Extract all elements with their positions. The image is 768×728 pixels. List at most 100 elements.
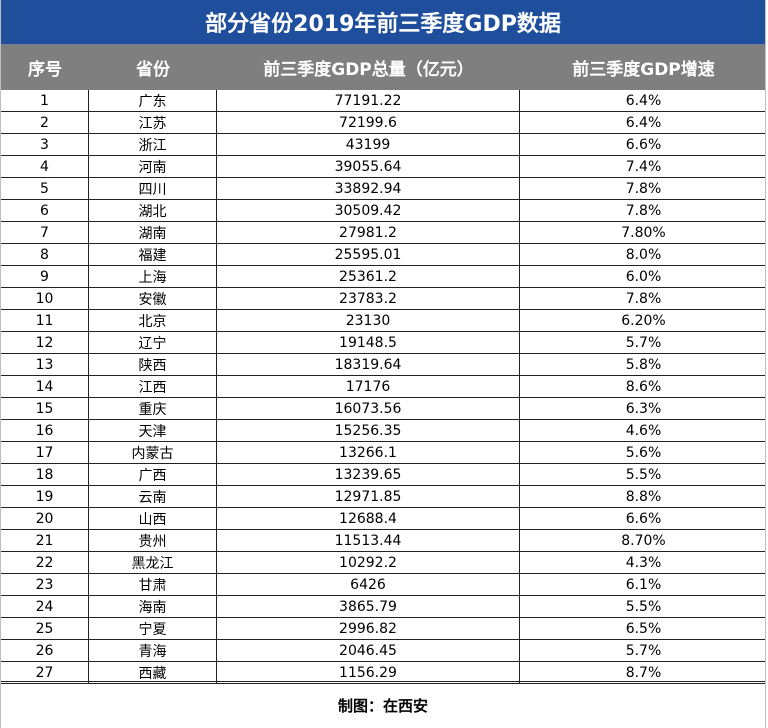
cell-index: 18 — [1, 464, 89, 485]
cell-gdp: 1156.29 — [217, 662, 520, 683]
cell-province: 黑龙江 — [89, 552, 217, 573]
cell-growth: 6.20% — [621, 312, 666, 329]
footer-credit: 制图：在西安 — [1, 681, 765, 728]
cell-gdp: 2996.82 — [217, 618, 520, 639]
cell-growth: 6.0% — [625, 268, 662, 285]
cell-index: 25 — [1, 618, 89, 639]
cell-index: 10 — [1, 288, 89, 309]
cell-index: 2 — [1, 112, 89, 133]
cell-index: 3 — [1, 134, 89, 155]
cell-gdp: 39055.64 — [217, 156, 520, 177]
cell-gdp: 23783.2 — [217, 288, 520, 309]
cell-index: 20 — [1, 508, 89, 529]
cell-gdp: 17176 — [217, 376, 520, 397]
cell-province: 广东 — [89, 90, 217, 111]
cell-index: 9 — [1, 266, 89, 287]
table-row: 10 安徽 23783.2 7.8% — [1, 288, 765, 310]
table-row: 4 河南 39055.64 7.4% — [1, 156, 765, 178]
cell-gdp: 23130 — [217, 310, 520, 331]
cell-province: 辽宁 — [89, 332, 217, 353]
cell-gdp: 30509.42 — [217, 200, 520, 221]
cell-province: 甘肃 — [89, 574, 217, 595]
header-gdp: 前三季度GDP总量（亿元） — [263, 60, 474, 80]
cell-province: 山西 — [89, 508, 217, 529]
cell-growth: 6.6% — [625, 136, 662, 153]
cell-growth: 7.8% — [625, 180, 662, 197]
cell-index: 1 — [1, 90, 89, 111]
cell-gdp: 16073.56 — [217, 398, 520, 419]
cell-gdp: 77191.22 — [217, 90, 520, 111]
header-index: 序号 — [28, 60, 62, 80]
cell-province: 浙江 — [89, 134, 217, 155]
header-province: 省份 — [136, 60, 170, 80]
cell-growth: 4.3% — [625, 554, 662, 571]
cell-growth: 7.80% — [621, 224, 666, 241]
table-row: 9 上海 25361.2 6.0% — [1, 266, 765, 288]
cell-growth: 5.8% — [625, 356, 662, 373]
table-row: 21 贵州 11513.44 8.70% — [1, 530, 765, 552]
cell-province: 四川 — [89, 178, 217, 199]
cell-growth: 6.5% — [625, 620, 662, 637]
cell-index: 17 — [1, 442, 89, 463]
cell-index: 15 — [1, 398, 89, 419]
cell-growth: 5.7% — [625, 334, 662, 351]
table-header-row: 序号 省份 前三季度GDP总量（亿元） 前三季度GDP增速 — [1, 45, 765, 90]
cell-province: 上海 — [89, 266, 217, 287]
table-body: 1 广东 77191.22 6.4% 2 江苏 72199.6 6.4% 3 浙江 43199 6.6… — [1, 90, 765, 684]
table-row: 3 浙江 43199 6.6% — [1, 134, 765, 156]
cell-growth: 8.70% — [621, 532, 666, 549]
table-row: 15 重庆 16073.56 6.3% — [1, 398, 765, 420]
cell-province: 广西 — [89, 464, 217, 485]
cell-province: 江西 — [89, 376, 217, 397]
cell-index: 14 — [1, 376, 89, 397]
cell-index: 16 — [1, 420, 89, 441]
table-row: 13 陕西 18319.64 5.8% — [1, 354, 765, 376]
table-row: 22 黑龙江 10292.2 4.3% — [1, 552, 765, 574]
table-row: 23 甘肃 6426 6.1% — [1, 574, 765, 596]
cell-growth: 7.8% — [625, 290, 662, 307]
cell-gdp: 6426 — [217, 574, 520, 595]
cell-province: 天津 — [89, 420, 217, 441]
cell-gdp: 18319.64 — [217, 354, 520, 375]
cell-province: 北京 — [89, 310, 217, 331]
cell-index: 8 — [1, 244, 89, 265]
cell-province: 湖北 — [89, 200, 217, 221]
cell-province: 青海 — [89, 640, 217, 661]
cell-index: 19 — [1, 486, 89, 507]
table-row: 2 江苏 72199.6 6.4% — [1, 112, 765, 134]
cell-index: 13 — [1, 354, 89, 375]
cell-growth: 5.6% — [625, 444, 662, 461]
cell-growth: 4.6% — [625, 422, 662, 439]
cell-gdp: 33892.94 — [217, 178, 520, 199]
cell-index: 24 — [1, 596, 89, 617]
cell-index: 12 — [1, 332, 89, 353]
cell-gdp: 12688.4 — [217, 508, 520, 529]
cell-gdp: 13266.1 — [217, 442, 520, 463]
cell-province: 云南 — [89, 486, 217, 507]
cell-index: 5 — [1, 178, 89, 199]
cell-gdp: 10292.2 — [217, 552, 520, 573]
cell-gdp: 19148.5 — [217, 332, 520, 353]
cell-gdp: 27981.2 — [217, 222, 520, 243]
cell-index: 7 — [1, 222, 89, 243]
table-row: 11 北京 23130 6.20% — [1, 310, 765, 332]
table-row: 20 山西 12688.4 6.6% — [1, 508, 765, 530]
cell-growth: 5.5% — [625, 598, 662, 615]
cell-province: 福建 — [89, 244, 217, 265]
cell-gdp: 3865.79 — [217, 596, 520, 617]
table-row: 16 天津 15256.35 4.6% — [1, 420, 765, 442]
cell-gdp: 15256.35 — [217, 420, 520, 441]
table-row: 25 宁夏 2996.82 6.5% — [1, 618, 765, 640]
cell-province: 河南 — [89, 156, 217, 177]
cell-index: 21 — [1, 530, 89, 551]
cell-gdp: 13239.65 — [217, 464, 520, 485]
cell-index: 22 — [1, 552, 89, 573]
cell-province: 陕西 — [89, 354, 217, 375]
cell-index: 23 — [1, 574, 89, 595]
cell-province: 海南 — [89, 596, 217, 617]
table-row: 18 广西 13239.65 5.5% — [1, 464, 765, 486]
cell-growth: 6.4% — [625, 92, 662, 109]
cell-growth: 8.0% — [625, 246, 662, 263]
table-row: 19 云南 12971.85 8.8% — [1, 486, 765, 508]
